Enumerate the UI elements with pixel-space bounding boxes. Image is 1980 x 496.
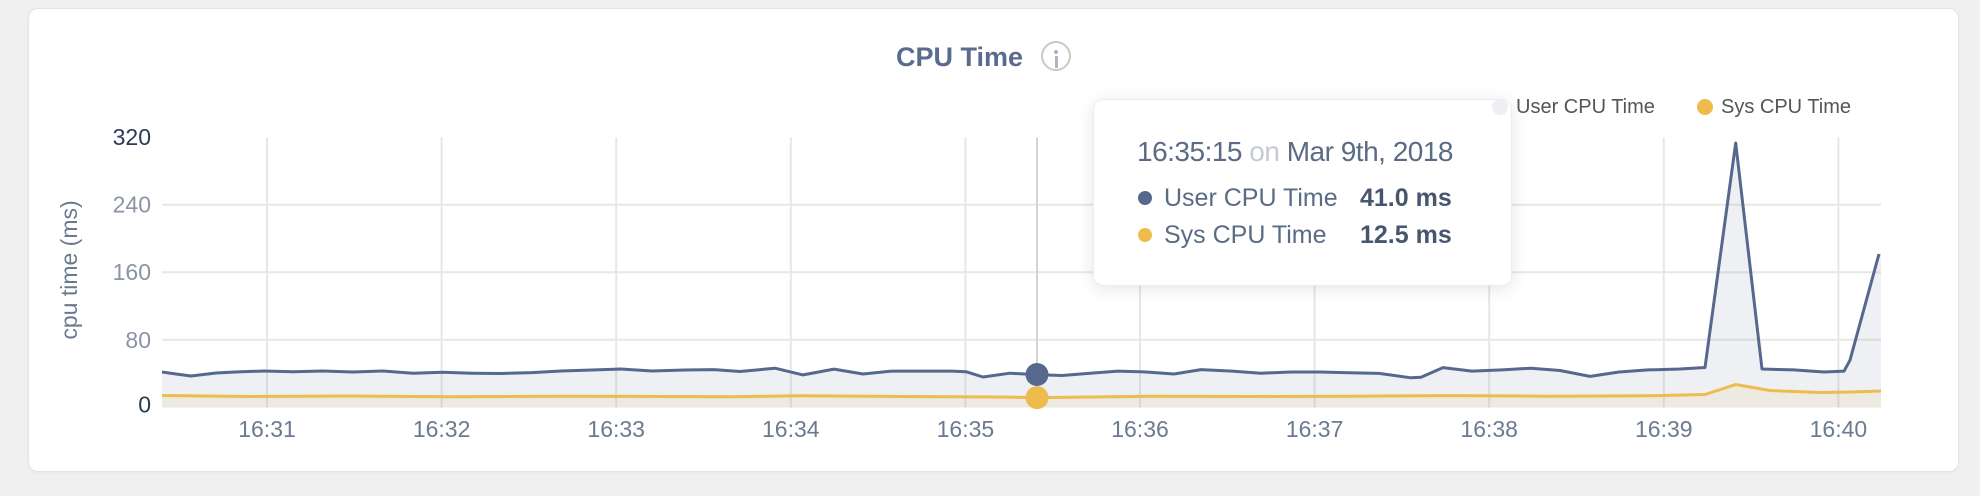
- svg-text:80: 80: [125, 327, 151, 353]
- svg-text:16:35: 16:35: [937, 416, 995, 442]
- svg-text:0: 0: [138, 392, 151, 418]
- svg-text:160: 160: [113, 259, 151, 285]
- svg-text:16:32: 16:32: [413, 416, 471, 442]
- svg-text:320: 320: [113, 124, 151, 150]
- svg-text:cpu time (ms): cpu time (ms): [56, 200, 82, 339]
- svg-text:16:34: 16:34: [762, 416, 820, 442]
- svg-text:16:39: 16:39: [1635, 416, 1693, 442]
- svg-text:16:36: 16:36: [1111, 416, 1169, 442]
- svg-text:16:33: 16:33: [587, 416, 645, 442]
- svg-text:16:40: 16:40: [1810, 416, 1868, 442]
- svg-text:240: 240: [113, 192, 151, 218]
- svg-text:16:31: 16:31: [238, 416, 296, 442]
- svg-text:16:37: 16:37: [1286, 416, 1344, 442]
- svg-text:16:38: 16:38: [1460, 416, 1518, 442]
